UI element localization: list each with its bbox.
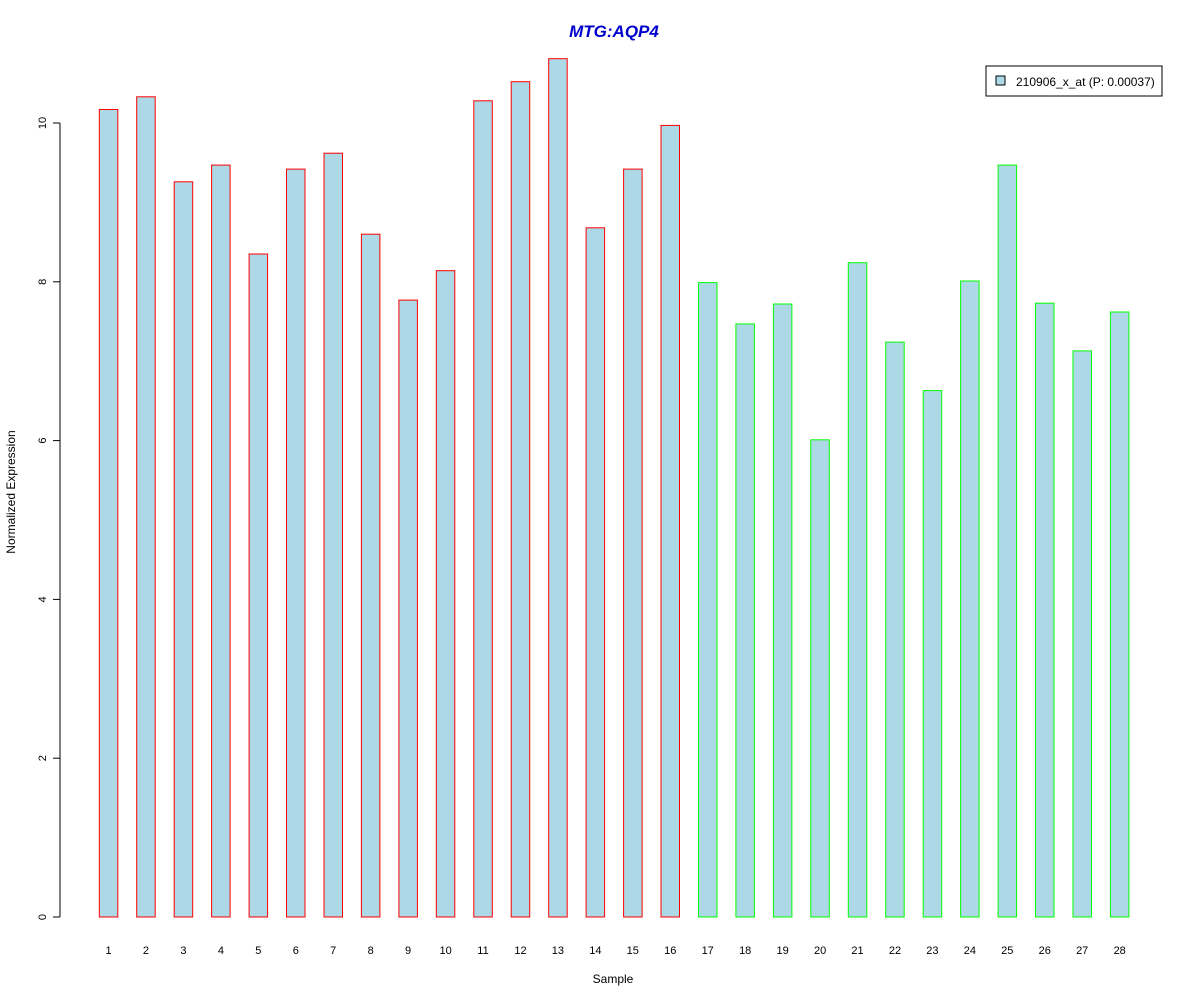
x-tick-label: 14	[589, 945, 601, 957]
x-tick-label: 7	[330, 945, 336, 957]
bar	[885, 341, 905, 918]
x-tick-label: 26	[1039, 945, 1051, 957]
x-tick-label: 13	[552, 945, 564, 957]
x-tick-label: 27	[1076, 945, 1088, 957]
y-tick-label: 2	[37, 755, 49, 761]
bar	[286, 168, 306, 918]
bar	[922, 390, 943, 918]
x-tick-label: 25	[1001, 945, 1013, 957]
x-tick-label: 19	[776, 945, 788, 957]
bar	[548, 58, 568, 918]
bar	[510, 81, 531, 918]
y-axis: 0 2 4 6 8 10	[37, 117, 61, 920]
x-tick-label: 9	[405, 945, 411, 957]
chart-title: MTG:AQP4	[569, 22, 659, 41]
x-tick-label: 12	[514, 945, 526, 957]
x-tick-labels: 1 2 3 4 5 6 7 8 9 10 11 12 13 14 15 16 17 18 19 20 21 22 23 24 2…	[105, 945, 1125, 957]
x-tick-label: 28	[1114, 945, 1126, 957]
bar	[585, 227, 606, 918]
bar	[1109, 311, 1130, 918]
x-tick-label: 22	[889, 945, 901, 957]
x-tick-label: 4	[218, 945, 224, 957]
y-tick-label: 6	[37, 438, 49, 444]
bar	[473, 100, 493, 918]
x-tick-label: 8	[368, 945, 374, 957]
bar	[735, 323, 755, 918]
legend: 210906_x_at (P: 0.00037)	[985, 65, 1163, 97]
bar	[98, 109, 119, 918]
legend-swatch	[995, 75, 1006, 86]
x-tick-label: 16	[664, 945, 676, 957]
y-tick-label: 0	[37, 914, 49, 920]
x-tick-label: 17	[702, 945, 714, 957]
x-tick-label: 6	[293, 945, 299, 957]
bar	[248, 253, 269, 918]
bar	[847, 262, 868, 918]
x-tick-label: 24	[964, 945, 976, 957]
y-tick-label: 8	[37, 279, 49, 285]
legend-label: 210906_x_at (P: 0.00037)	[1016, 75, 1155, 89]
bar	[660, 124, 680, 918]
x-tick-label: 18	[739, 945, 751, 957]
x-tick-label: 10	[439, 945, 451, 957]
legend-box	[985, 65, 1163, 97]
x-tick-label: 23	[926, 945, 938, 957]
bar	[136, 96, 156, 918]
bar	[1035, 302, 1055, 918]
y-tick-label: 10	[37, 117, 49, 129]
x-axis-label: Sample	[593, 972, 634, 986]
y-tick-label: 4	[37, 596, 49, 602]
x-tick-label: 2	[143, 945, 149, 957]
bar	[173, 181, 194, 918]
bar	[1072, 350, 1092, 918]
bar	[960, 280, 980, 918]
x-tick-label: 11	[477, 945, 488, 957]
bar	[997, 164, 1018, 918]
bar	[698, 282, 718, 918]
bars-group	[98, 58, 1130, 918]
bar	[211, 164, 231, 918]
x-tick-label: 5	[255, 945, 261, 957]
bar	[435, 270, 456, 918]
x-tick-label: 15	[627, 945, 639, 957]
y-axis-label: Normalized Expression	[4, 430, 18, 553]
x-tick-label: 20	[814, 945, 826, 957]
x-tick-label: 1	[105, 945, 111, 957]
bar	[772, 303, 793, 918]
x-tick-label: 21	[851, 945, 863, 957]
bar	[398, 299, 418, 918]
bar	[323, 152, 343, 918]
bar	[810, 439, 830, 918]
bar	[360, 233, 381, 918]
x-tick-label: 3	[180, 945, 186, 957]
bar	[623, 168, 643, 918]
